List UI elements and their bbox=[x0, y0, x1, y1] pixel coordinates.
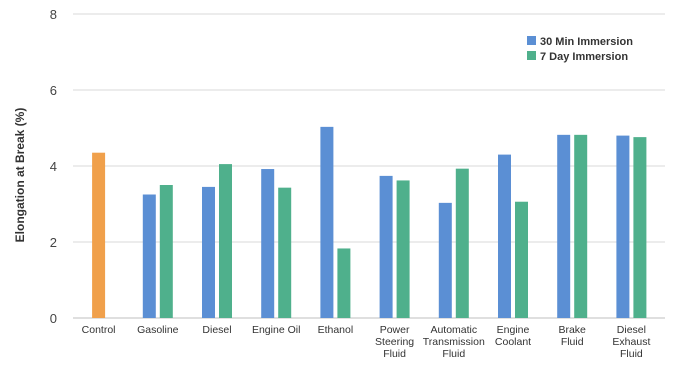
category-label: Diesel Exhaust Fluid bbox=[612, 324, 650, 360]
y-tick-label: 0 bbox=[50, 311, 57, 326]
category-label: Control bbox=[82, 324, 116, 336]
bar-7day bbox=[278, 187, 292, 318]
category-label-line: Ethanol bbox=[318, 324, 354, 336]
bar-7day bbox=[159, 185, 173, 318]
category-label: Engine Coolant bbox=[495, 324, 531, 348]
bar-30min bbox=[320, 126, 334, 318]
category-label-line: Brake bbox=[558, 324, 586, 336]
bar-30min bbox=[616, 135, 630, 318]
y-axis-ticks: 0 2 4 6 8 bbox=[50, 7, 57, 326]
bar-30min bbox=[438, 202, 452, 318]
bar-7day bbox=[455, 168, 469, 318]
category-label-line: Fluid bbox=[620, 348, 643, 360]
category-label-line: Steering bbox=[375, 336, 414, 348]
bars bbox=[92, 126, 647, 318]
legend-swatch bbox=[527, 36, 536, 45]
bar-7day bbox=[337, 248, 351, 318]
bar-7day bbox=[515, 201, 528, 318]
bar-7day bbox=[219, 164, 232, 318]
category-label-line: Fluid bbox=[442, 348, 465, 360]
bar-7day bbox=[574, 134, 588, 318]
category-label-line: Coolant bbox=[495, 336, 531, 348]
y-tick-label: 6 bbox=[50, 83, 57, 98]
bar-7day bbox=[396, 180, 410, 318]
category-label: Automatic Transmission Fluid bbox=[423, 324, 485, 360]
bar-30min bbox=[142, 194, 156, 318]
bar-30min bbox=[261, 169, 275, 318]
bar-30min bbox=[557, 134, 571, 318]
category-label: Diesel bbox=[202, 324, 231, 336]
category-label-line: Exhaust bbox=[612, 336, 650, 348]
category-label-line: Fluid bbox=[561, 336, 584, 348]
category-label: Gasoline bbox=[137, 324, 179, 336]
category-label: Ethanol bbox=[318, 324, 354, 336]
bar-7day bbox=[633, 137, 647, 318]
y-axis-label: Elongation at Break (%) bbox=[13, 108, 27, 243]
category-label-line: Control bbox=[82, 324, 116, 336]
y-tick-label: 4 bbox=[50, 159, 57, 174]
legend-swatch bbox=[527, 51, 536, 60]
category-label: Engine Oil bbox=[252, 324, 300, 336]
category-label-line: Transmission bbox=[423, 336, 485, 348]
legend: 30 Min Immersion 7 Day Immersion bbox=[527, 36, 633, 63]
category-label-line: Engine bbox=[497, 324, 530, 336]
category-label-line: Engine Oil bbox=[252, 324, 300, 336]
category-label-line: Automatic bbox=[430, 324, 477, 336]
category-label-line: Power bbox=[380, 324, 410, 336]
category-label-line: Diesel bbox=[617, 324, 646, 336]
bar-control bbox=[92, 152, 106, 318]
y-tick-label: 2 bbox=[50, 235, 57, 250]
bar-30min bbox=[498, 154, 511, 318]
category-label-line: Fluid bbox=[383, 348, 406, 360]
category-label: Power Steering Fluid bbox=[375, 324, 414, 360]
x-axis-categories: Control Gasoline Diesel Engine Oil Ethanol Po… bbox=[82, 324, 651, 360]
category-label-line: Diesel bbox=[202, 324, 231, 336]
bar-30min bbox=[379, 175, 393, 318]
category-label: Brake Fluid bbox=[558, 324, 586, 348]
category-label-line: Gasoline bbox=[137, 324, 179, 336]
legend-label: 30 Min Immersion bbox=[540, 36, 633, 48]
bar-30min bbox=[202, 186, 215, 318]
y-tick-label: 8 bbox=[50, 7, 57, 22]
legend-label: 7 Day Immersion bbox=[540, 51, 628, 63]
